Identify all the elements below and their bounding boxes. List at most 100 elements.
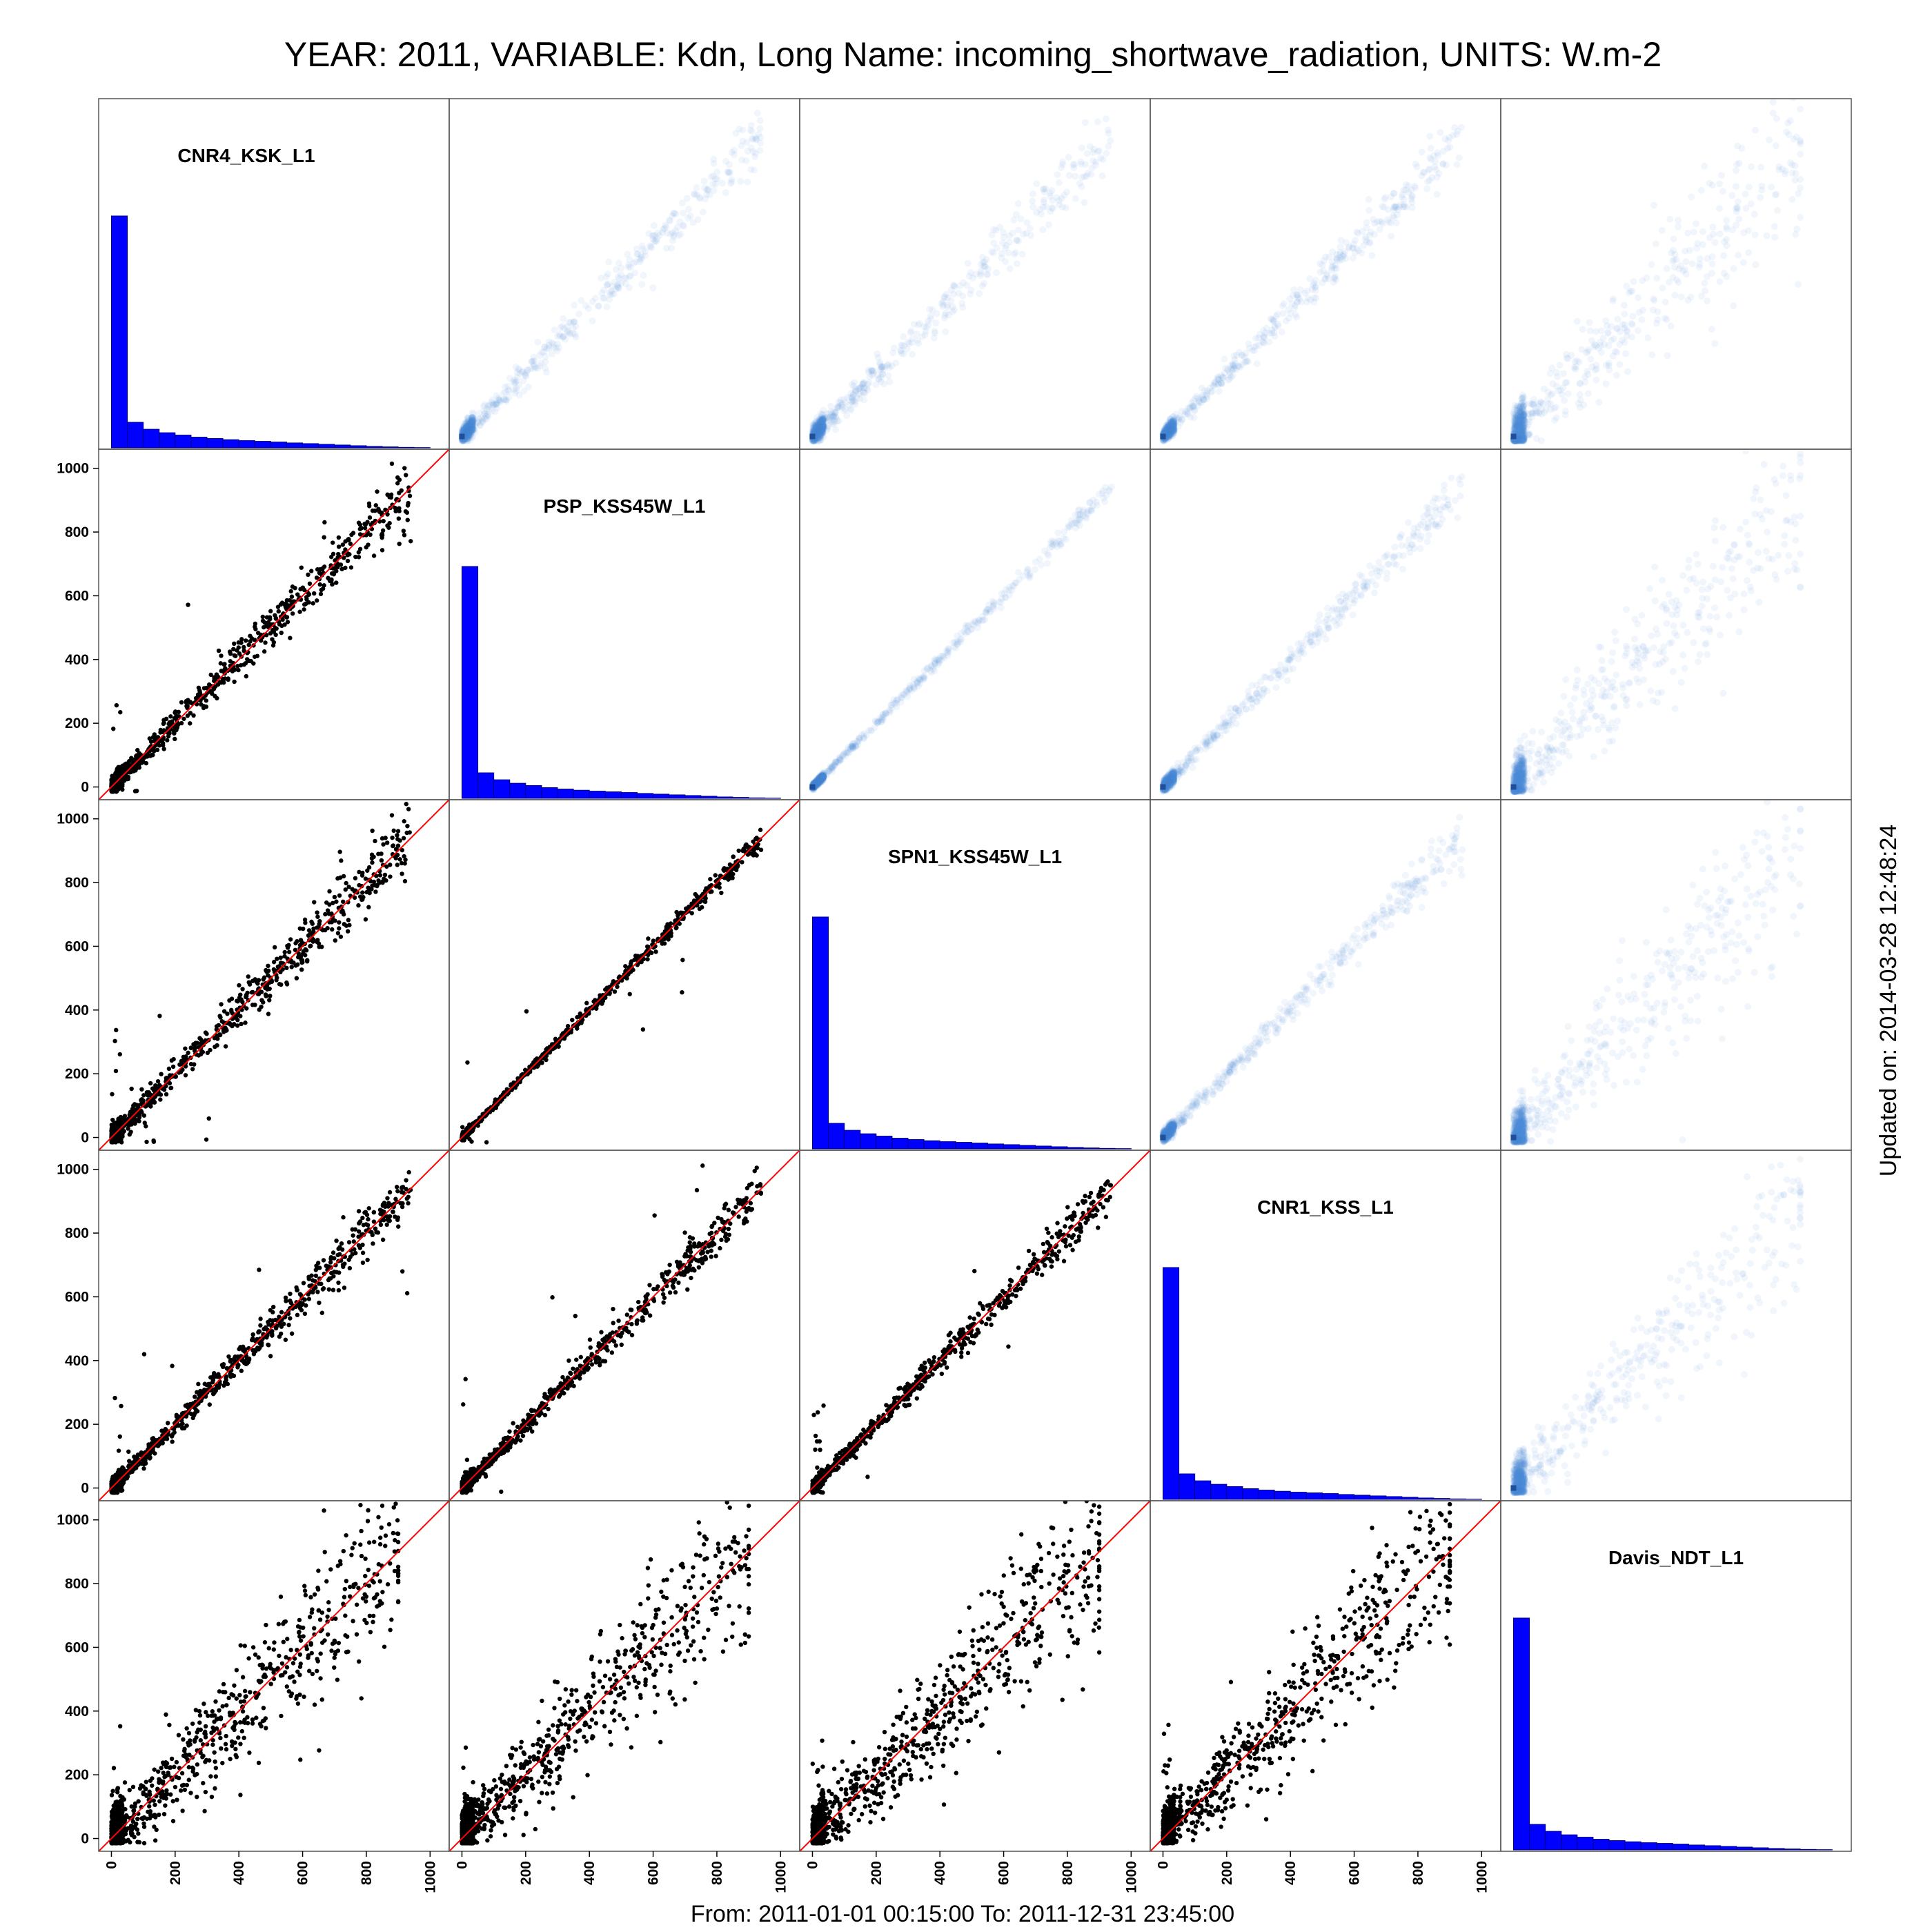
density-point bbox=[1329, 262, 1337, 270]
density-point bbox=[1515, 435, 1523, 443]
density-point bbox=[1183, 410, 1191, 417]
density-point bbox=[1287, 309, 1294, 317]
density-point bbox=[463, 426, 471, 434]
density-point bbox=[1334, 256, 1341, 264]
scatter-point bbox=[268, 617, 273, 622]
density-point bbox=[1170, 413, 1177, 420]
density-point bbox=[1166, 415, 1174, 423]
density-point bbox=[898, 342, 906, 349]
density-point bbox=[1426, 165, 1433, 172]
density-point bbox=[462, 427, 470, 435]
density-point bbox=[650, 221, 658, 229]
density-point bbox=[818, 431, 825, 439]
density-point bbox=[488, 399, 495, 406]
density-point bbox=[1519, 412, 1527, 420]
density-point bbox=[1613, 348, 1621, 356]
density-point bbox=[816, 434, 824, 442]
density-point bbox=[1167, 426, 1174, 433]
density-point bbox=[817, 417, 825, 425]
density-point bbox=[1328, 266, 1336, 274]
density-point bbox=[1166, 424, 1174, 431]
density-point bbox=[1723, 225, 1731, 233]
density-point bbox=[1521, 417, 1528, 424]
density-point bbox=[610, 290, 618, 298]
density-point bbox=[978, 282, 986, 290]
density-point bbox=[466, 428, 474, 435]
density-point bbox=[814, 429, 821, 437]
scatter-point bbox=[329, 577, 334, 582]
density-point bbox=[1390, 203, 1398, 210]
density-point bbox=[1791, 161, 1799, 169]
density-point bbox=[1711, 339, 1719, 347]
density-point bbox=[909, 335, 916, 343]
density-point bbox=[811, 422, 819, 429]
density-point bbox=[1181, 411, 1189, 418]
density-point bbox=[469, 426, 476, 433]
density-point bbox=[1082, 161, 1090, 168]
density-point bbox=[1517, 416, 1525, 424]
density-point bbox=[1517, 436, 1525, 444]
density-point bbox=[463, 430, 471, 437]
density-point bbox=[822, 418, 829, 426]
density-point bbox=[890, 344, 898, 352]
density-point bbox=[1170, 422, 1178, 429]
density-point bbox=[1168, 423, 1176, 431]
histogram-bar bbox=[110, 215, 128, 448]
density-point bbox=[849, 391, 857, 399]
density-point bbox=[812, 424, 820, 432]
density-point bbox=[696, 194, 704, 201]
density-point bbox=[1249, 347, 1256, 355]
density-point bbox=[812, 422, 820, 430]
density-point bbox=[1168, 424, 1176, 431]
density-point bbox=[815, 424, 822, 431]
density-point bbox=[469, 420, 476, 427]
density-point bbox=[929, 306, 936, 313]
density-point bbox=[876, 360, 884, 368]
density-point bbox=[1167, 428, 1174, 435]
density-point bbox=[1166, 427, 1174, 435]
density-point bbox=[1772, 142, 1780, 150]
density-point bbox=[702, 195, 709, 203]
density-point bbox=[1511, 425, 1519, 433]
density-point bbox=[1358, 249, 1366, 257]
density-point bbox=[1165, 432, 1172, 440]
density-point bbox=[820, 424, 827, 431]
density-point bbox=[467, 424, 475, 431]
density-point bbox=[1723, 236, 1731, 244]
density-point bbox=[468, 421, 475, 428]
density-point bbox=[463, 423, 471, 431]
density-point bbox=[864, 380, 871, 388]
density-point bbox=[463, 435, 471, 442]
density-point bbox=[614, 273, 622, 281]
density-point bbox=[1648, 261, 1655, 268]
density-point bbox=[1515, 422, 1523, 429]
density-point bbox=[463, 431, 471, 438]
density-point bbox=[672, 210, 680, 217]
density-point bbox=[462, 428, 470, 435]
density-point bbox=[815, 425, 822, 433]
density-point bbox=[466, 426, 474, 434]
density-point bbox=[809, 427, 817, 435]
density-point bbox=[818, 426, 826, 434]
density-point bbox=[1175, 416, 1183, 424]
density-point bbox=[1650, 295, 1657, 303]
density-point bbox=[838, 400, 846, 408]
density-point bbox=[1191, 406, 1199, 414]
density-point bbox=[816, 426, 823, 433]
density-point bbox=[465, 432, 473, 440]
scatter-point bbox=[397, 509, 402, 513]
density-point bbox=[884, 362, 891, 369]
density-point bbox=[1165, 428, 1172, 436]
density-point bbox=[905, 340, 913, 348]
density-point bbox=[460, 428, 467, 435]
density-point bbox=[1427, 144, 1435, 152]
density-point bbox=[814, 424, 822, 431]
density-point bbox=[874, 350, 881, 357]
density-point bbox=[813, 423, 820, 431]
density-point bbox=[1775, 166, 1783, 174]
density-point bbox=[467, 428, 475, 436]
density-point bbox=[1711, 239, 1719, 246]
density-point bbox=[1170, 424, 1177, 431]
density-point bbox=[1423, 185, 1431, 193]
